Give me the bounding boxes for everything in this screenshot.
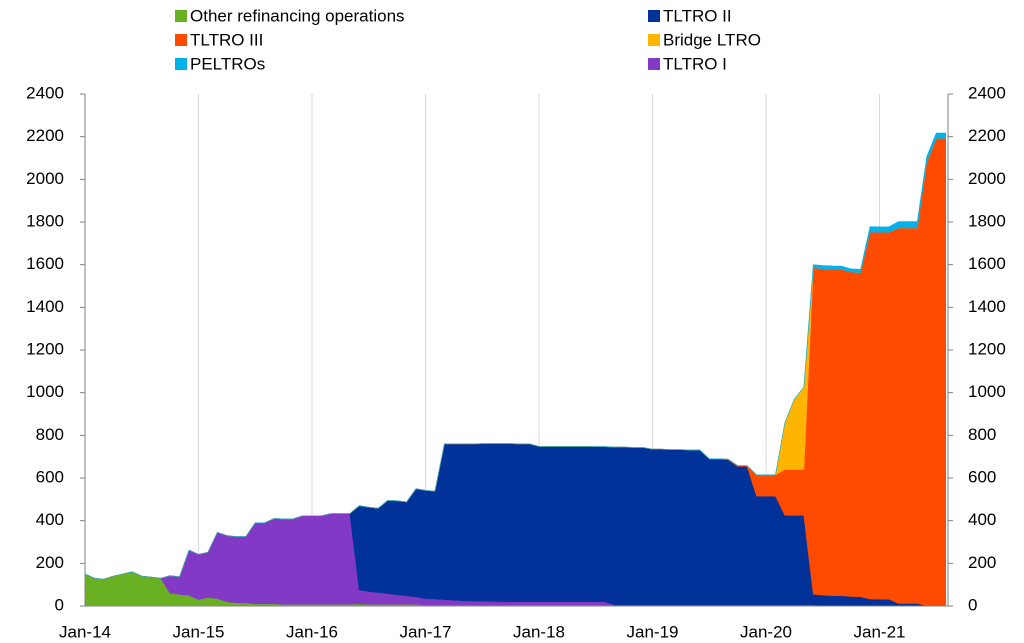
y2-tick-label: 1400	[968, 297, 1006, 316]
legend-item: TLTRO II	[648, 6, 732, 25]
y2-tick-label: 600	[968, 467, 996, 486]
legend-swatch	[648, 34, 660, 46]
y-tick-label: 2000	[26, 169, 64, 188]
legend-swatch	[648, 10, 660, 22]
y-tick-label: 200	[36, 553, 64, 572]
legend-label: TLTRO III	[190, 30, 263, 49]
y2-tick-label: 2200	[968, 126, 1006, 145]
legend-label: Bridge LTRO	[663, 30, 761, 49]
y2-tick-label: 2000	[968, 169, 1006, 188]
legend-item: Bridge LTRO	[648, 30, 761, 49]
legend-label: PELTROs	[190, 54, 265, 73]
y-tick-label: 0	[55, 595, 64, 614]
x-tick-label: Jan-20	[740, 622, 792, 641]
y2-tick-label: 1200	[968, 339, 1006, 358]
x-tick-label: Jan-15	[173, 622, 225, 641]
legend-item: PELTROs	[175, 54, 265, 73]
y-tick-label: 1200	[26, 339, 64, 358]
legend-item: TLTRO III	[175, 30, 263, 49]
y2-tick-label: 1600	[968, 254, 1006, 273]
legend-label: TLTRO I	[663, 54, 727, 73]
legend-label: Other refinancing operations	[190, 6, 405, 25]
y-tick-label: 800	[36, 425, 64, 444]
legend-swatch	[175, 34, 187, 46]
x-tick-label: Jan-16	[286, 622, 338, 641]
x-tick-label: Jan-18	[513, 622, 565, 641]
y-tick-label: 2200	[26, 126, 64, 145]
legend-label: TLTRO II	[663, 6, 732, 25]
y-tick-label: 600	[36, 467, 64, 486]
legend-swatch	[175, 10, 187, 22]
y-tick-label: 1600	[26, 254, 64, 273]
legend-item: Other refinancing operations	[175, 6, 405, 25]
y2-tick-label: 1000	[968, 382, 1006, 401]
x-tick-label: Jan-17	[400, 622, 452, 641]
y2-tick-label: 0	[968, 595, 977, 614]
y-tick-label: 1800	[26, 211, 64, 230]
x-tick-label: Jan-14	[59, 622, 111, 641]
y-tick-label: 400	[36, 510, 64, 529]
y2-tick-label: 1800	[968, 211, 1006, 230]
x-tick-label: Jan-21	[854, 622, 906, 641]
y2-tick-label: 400	[968, 510, 996, 529]
y2-tick-label: 800	[968, 425, 996, 444]
y-tick-label: 2400	[26, 83, 64, 102]
legend-swatch	[175, 58, 187, 70]
x-tick-label: Jan-19	[627, 622, 679, 641]
y2-tick-label: 2400	[968, 83, 1006, 102]
legend-item: TLTRO I	[648, 54, 727, 73]
y2-tick-label: 200	[968, 553, 996, 572]
y-tick-label: 1000	[26, 382, 64, 401]
y-tick-label: 1400	[26, 297, 64, 316]
legend-swatch	[648, 58, 660, 70]
area	[84, 132, 947, 580]
